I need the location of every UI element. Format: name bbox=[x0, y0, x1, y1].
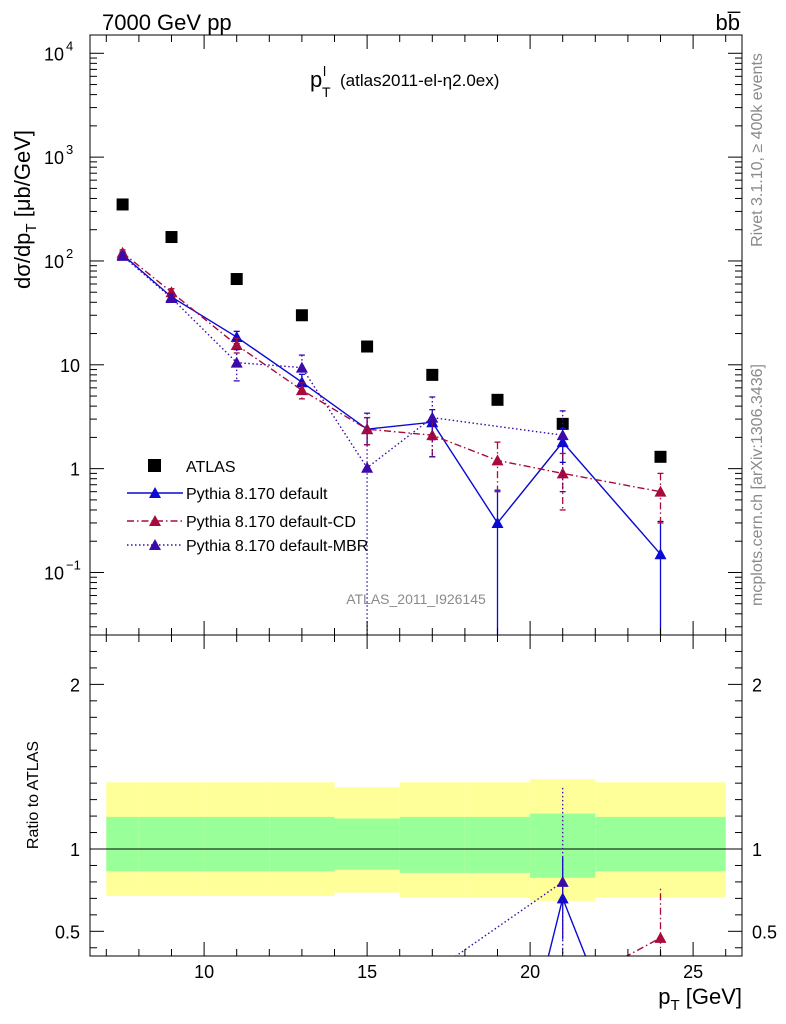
data-point-mc bbox=[230, 356, 243, 368]
y-tick-label: 1 bbox=[70, 460, 80, 480]
data-point-mc bbox=[654, 548, 667, 560]
mcplots-label: mcplots.cern.ch [arXiv:1306.3436] bbox=[749, 364, 766, 606]
process-label: bb̅ bbox=[716, 10, 741, 35]
data-point-mc bbox=[426, 411, 439, 423]
legend-label-mbr: Pythia 8.170 default-MBR bbox=[186, 538, 368, 555]
y-tick-label-exp: −1 bbox=[66, 557, 81, 572]
main-y-label: dσ/dpT [μb/GeV] bbox=[10, 130, 40, 289]
y-tick-label: 10 bbox=[44, 563, 64, 583]
data-point-mc bbox=[654, 485, 667, 497]
y-tick-label-exp: 2 bbox=[66, 246, 73, 261]
plot-title-sup: l bbox=[323, 63, 326, 79]
analysis-label: ATLAS_2011_I926145 bbox=[346, 591, 486, 607]
data-point-atlas bbox=[426, 368, 439, 381]
plot-title: p l T (atlas2011-el-η2.0ex) bbox=[310, 63, 499, 100]
ratio-series bbox=[454, 786, 667, 956]
data-point-mc bbox=[491, 516, 504, 528]
ratio-y-tick-label-right: 1 bbox=[752, 840, 762, 860]
uncertainty-band-inner bbox=[138, 816, 205, 872]
data-point-mc bbox=[230, 339, 243, 351]
ratio-panel-frame bbox=[89, 634, 743, 957]
plot-title-var: p bbox=[310, 67, 322, 92]
x-tick-label: 15 bbox=[357, 962, 377, 982]
y-tick-label-exp: 3 bbox=[66, 142, 73, 157]
data-point-atlas bbox=[295, 309, 308, 322]
uncertainty-band-inner bbox=[464, 816, 531, 873]
data-point-mc bbox=[556, 429, 569, 441]
series-line bbox=[122, 254, 662, 555]
main-series bbox=[116, 198, 667, 635]
series-line bbox=[122, 255, 563, 469]
rivet-label: Rivet 3.1.10, ≥ 400k events bbox=[749, 53, 766, 247]
ratio-bands bbox=[90, 779, 742, 901]
data-point-mc bbox=[491, 454, 504, 466]
legend-marker-mbr bbox=[149, 539, 161, 550]
ratio-point bbox=[556, 892, 569, 904]
data-point-mc bbox=[116, 249, 129, 261]
x-tick-label: 25 bbox=[683, 962, 703, 982]
legend-marker-default bbox=[149, 487, 161, 498]
y-tick-label: 10 bbox=[44, 44, 64, 64]
x-tick-label: 10 bbox=[194, 962, 214, 982]
data-point-atlas bbox=[165, 231, 178, 244]
uncertainty-band-inner bbox=[204, 816, 270, 872]
uncertainty-band-inner bbox=[399, 816, 465, 873]
ratio-point bbox=[556, 875, 569, 887]
data-point-atlas bbox=[654, 450, 667, 463]
y-tick-label: 10 bbox=[44, 148, 64, 168]
data-point-atlas bbox=[116, 198, 129, 211]
data-point-atlas bbox=[491, 393, 504, 406]
y-tick-label-exp: 4 bbox=[66, 38, 73, 53]
series-line bbox=[122, 252, 661, 493]
y-tick-label: 10 bbox=[60, 356, 80, 376]
ratio-y-tick-label: 1 bbox=[70, 840, 80, 860]
y-tick-label: 10 bbox=[44, 252, 64, 272]
data-point-mc bbox=[295, 361, 308, 373]
uncertainty-band-inner bbox=[334, 818, 400, 870]
ratio-point bbox=[654, 931, 667, 943]
plot-title-sub: T bbox=[322, 84, 331, 100]
data-point-mc bbox=[556, 467, 569, 479]
main-y-label-text: dσ/dpT [μb/GeV] bbox=[10, 130, 40, 289]
legend: ATLAS Pythia 8.170 default Pythia 8.170 … bbox=[127, 459, 368, 555]
x-tick-label: 20 bbox=[520, 962, 540, 982]
uncertainty-band-inner bbox=[595, 816, 726, 872]
data-point-mc bbox=[426, 429, 439, 441]
data-point-mc bbox=[165, 291, 178, 303]
legend-marker-atlas bbox=[148, 459, 161, 472]
legend-marker-cd bbox=[149, 515, 161, 526]
ratio-y-tick-label-right: 0.5 bbox=[752, 922, 777, 942]
ratio-y-tick-label-right: 2 bbox=[752, 675, 762, 695]
ratio-line bbox=[454, 881, 564, 956]
uncertainty-band-inner bbox=[269, 816, 335, 872]
ratio-line bbox=[625, 937, 661, 956]
uncertainty-band-inner bbox=[106, 816, 139, 872]
data-point-atlas bbox=[361, 340, 374, 353]
ratio-y-tick-label: 0.5 bbox=[55, 922, 80, 942]
data-point-mc bbox=[230, 331, 243, 343]
data-point-mc bbox=[361, 461, 374, 473]
ratio-y-label: Ratio to ATLAS bbox=[25, 741, 42, 849]
legend-label-atlas: ATLAS bbox=[186, 459, 236, 476]
energy-label: 7000 GeV pp bbox=[102, 10, 232, 35]
ratio-y-tick-label: 2 bbox=[70, 675, 80, 695]
legend-label-default: Pythia 8.170 default bbox=[186, 486, 328, 503]
plot-title-text: (atlas2011-el-η2.0ex) bbox=[340, 71, 499, 90]
x-axis-label: pT [GeV] bbox=[658, 984, 742, 1014]
legend-label-cd: Pythia 8.170 default-CD bbox=[186, 514, 356, 531]
ratio-line bbox=[547, 896, 587, 956]
data-point-mc bbox=[556, 436, 569, 448]
data-point-mc bbox=[361, 423, 374, 435]
data-point-atlas bbox=[230, 273, 243, 286]
data-point-mc bbox=[295, 384, 308, 396]
